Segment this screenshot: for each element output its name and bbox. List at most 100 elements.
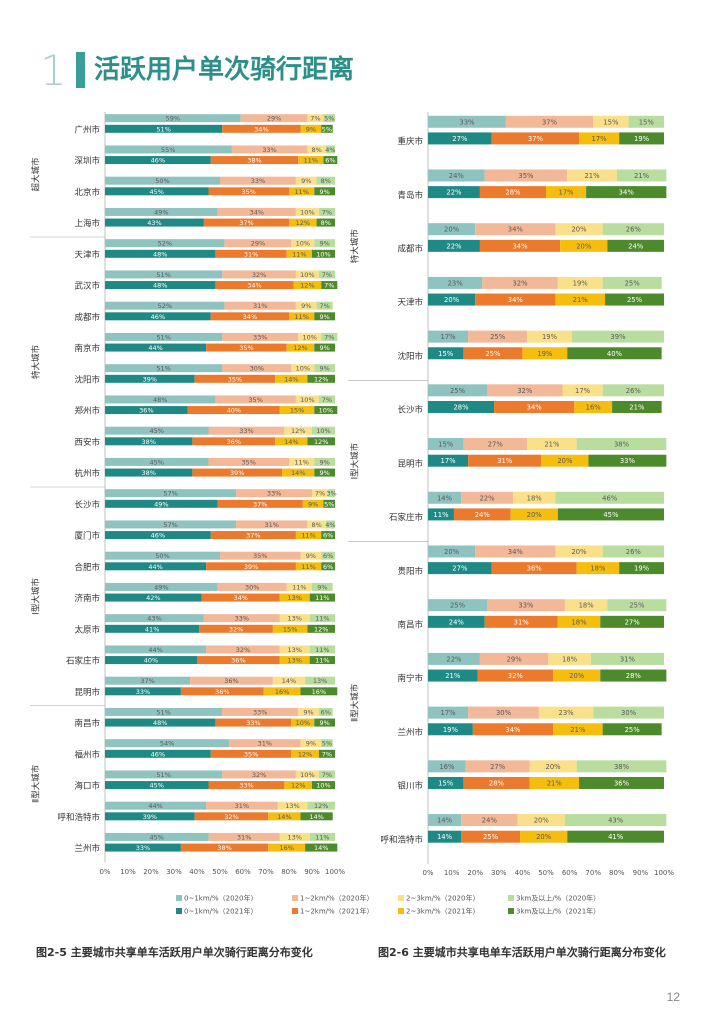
chart1-bar-2021-seg-2 [194,374,276,383]
chart2-value-label-2020: 22% [446,655,462,663]
chart2-bar-2021-seg-2 [491,132,580,145]
chart2-value-label-2020: 20% [571,226,587,234]
chart2-value-label-2020: 25% [625,279,641,287]
chart2-city-label: 南昌市 [397,619,423,630]
chart2-city-label: 银川市 [397,781,423,792]
chart1-value-label-2021: 7% [322,750,332,758]
chart1-bar-2020-seg-4 [318,395,335,404]
chart1-bar-2020-seg-1 [105,614,204,623]
chart1-value-label-2020: 9% [306,740,316,748]
legend-label-2020: 3km及以上/%（2020年） [516,894,600,903]
chart1-bar-2020-seg-2 [224,239,292,248]
chart1-value-label-2020: 11% [315,615,329,623]
chart1-value-label-2021: 16% [275,688,289,696]
chart2-bar-2021-seg-4 [557,508,664,521]
chart2-bar-2020-seg-4 [602,545,664,558]
chart1-x-tick-label: 50% [212,868,228,876]
chart2-bar-2021-seg-3 [560,239,608,252]
chart1-bar-2021-seg-2 [206,343,287,352]
chart1-bar-2021-seg-2 [197,656,280,665]
chart1-value-label-2020: 13% [285,802,299,810]
chart2-bar-2020-seg-3 [527,330,572,343]
chart1-bar-2021-seg-1 [105,468,193,477]
chart1-value-label-2020: 50% [155,552,169,560]
chart2-bar-2021-seg-4 [600,669,667,682]
chart1-value-label-2021: 5% [322,125,332,133]
chart2-value-label-2020: 14% [437,494,453,502]
legend-swatch-2020 [292,895,298,901]
chart2-value-label-2021: 17% [441,457,457,465]
chart2-bar-2020-seg-3 [512,491,556,504]
chart1-value-label-2021: 37% [246,532,260,540]
chart1-x-tick-label: 0% [99,868,110,876]
legend-swatch-2021 [508,908,514,914]
chart2-bar-2021-seg-3 [579,132,620,145]
chart1-bar-2021-seg-4 [321,531,335,540]
chart1-value-label-2020: 10% [296,240,310,248]
chart1-bar-2020-seg-2 [217,582,287,591]
chart2-value-label-2021: 20% [576,242,592,250]
chart2-value-label-2021: 28% [626,672,642,680]
chart2-value-label-2021: 21% [629,403,645,411]
chart1-value-label-2020: 5% [322,740,332,748]
chart1-value-label-2021: 39% [143,375,157,383]
chart2-bar-2020-seg-4 [571,330,664,343]
chart1-value-label-2021: 9% [308,500,318,508]
chart2-city-label: 南宁市 [397,673,423,684]
chart2-value-label-2021: 24% [449,618,465,626]
chart2-value-label-2020: 27% [490,763,506,771]
chart1-bar-2021-seg-2 [208,781,285,790]
chart1-value-label-2020: 37% [140,677,154,685]
chart1-bar-2021-seg-4 [321,562,335,571]
chart1-value-label-2021: 36% [231,657,245,665]
chart1-bar-2020-seg-2 [224,301,296,310]
chart1-bar-2020-seg-1 [105,457,209,466]
chart1-city-label: 西安市 [74,437,100,448]
chart1-value-label-2021: 35% [244,750,258,758]
chart1-bar-2021-seg-2 [180,687,264,696]
chart1-value-label-2021: 36% [139,407,153,415]
chart1-value-label-2020: 33% [253,708,267,716]
chart1-bar-2020-seg-4 [312,582,333,591]
chart1-bar-2021-seg-4 [300,812,333,821]
chart2-value-label-2020: 31% [620,655,636,663]
chart1-value-label-2020: 7% [319,302,329,310]
chart1-bar-2020-seg-2 [236,520,308,529]
chart2-value-label-2021: 41% [608,833,624,841]
chart2-value-label-2021: 31% [514,618,530,626]
chart1-bar-2020-seg-2 [208,426,285,435]
chart2-value-label-2020: 26% [626,387,642,395]
chart1-value-label-2021: 36% [215,688,229,696]
chart1-bar-2021-seg-2 [210,749,292,758]
chart2-value-label-2021: 20% [527,511,543,519]
chart1-value-label-2021: 9% [319,719,329,727]
chart2-value-label-2021: 27% [452,135,468,143]
chart2-bar-2021-seg-1 [428,615,485,628]
chart1-bar-2021-seg-2 [215,718,292,727]
chart2-value-label-2020: 30% [621,709,637,717]
chart2-bar-2020-seg-3 [557,276,603,289]
chart1-value-label-2020: 51% [156,708,170,716]
chart2-bar-2020-seg-1 [428,115,506,128]
chart2-value-label-2020: 25% [490,333,506,341]
chart1-value-label-2021: 11% [304,157,318,165]
chart2-value-label-2021: 22% [446,242,462,250]
chart1-value-label-2020: 11% [315,646,329,654]
chart1-value-label-2020: 9% [301,177,311,185]
chart1-value-label-2020: 33% [251,177,265,185]
chart1-value-label-2020: 7% [322,271,332,279]
chart1-bar-2020-seg-1 [105,332,223,341]
chart2-value-label-2021: 15% [438,779,454,787]
chart2-bar-2020-seg-4 [593,706,664,719]
chart2-value-label-2021: 19% [634,565,650,573]
chart2-value-label-2021: 28% [453,403,469,411]
chart1-city-label: 合肥市 [74,562,100,573]
chart2-city-label: 贵阳市 [397,566,423,577]
chart2-value-label-2021: 34% [527,403,543,411]
legend-label-2020: 0~1km/%（2020年） [184,894,257,903]
legend-label-2021: 2~3km/%（2021年） [406,907,479,916]
chart1-bar-2020-seg-3 [312,489,329,498]
chart1-value-label-2021: 14% [309,813,323,821]
chart1-bar-2021-seg-4 [300,687,338,696]
